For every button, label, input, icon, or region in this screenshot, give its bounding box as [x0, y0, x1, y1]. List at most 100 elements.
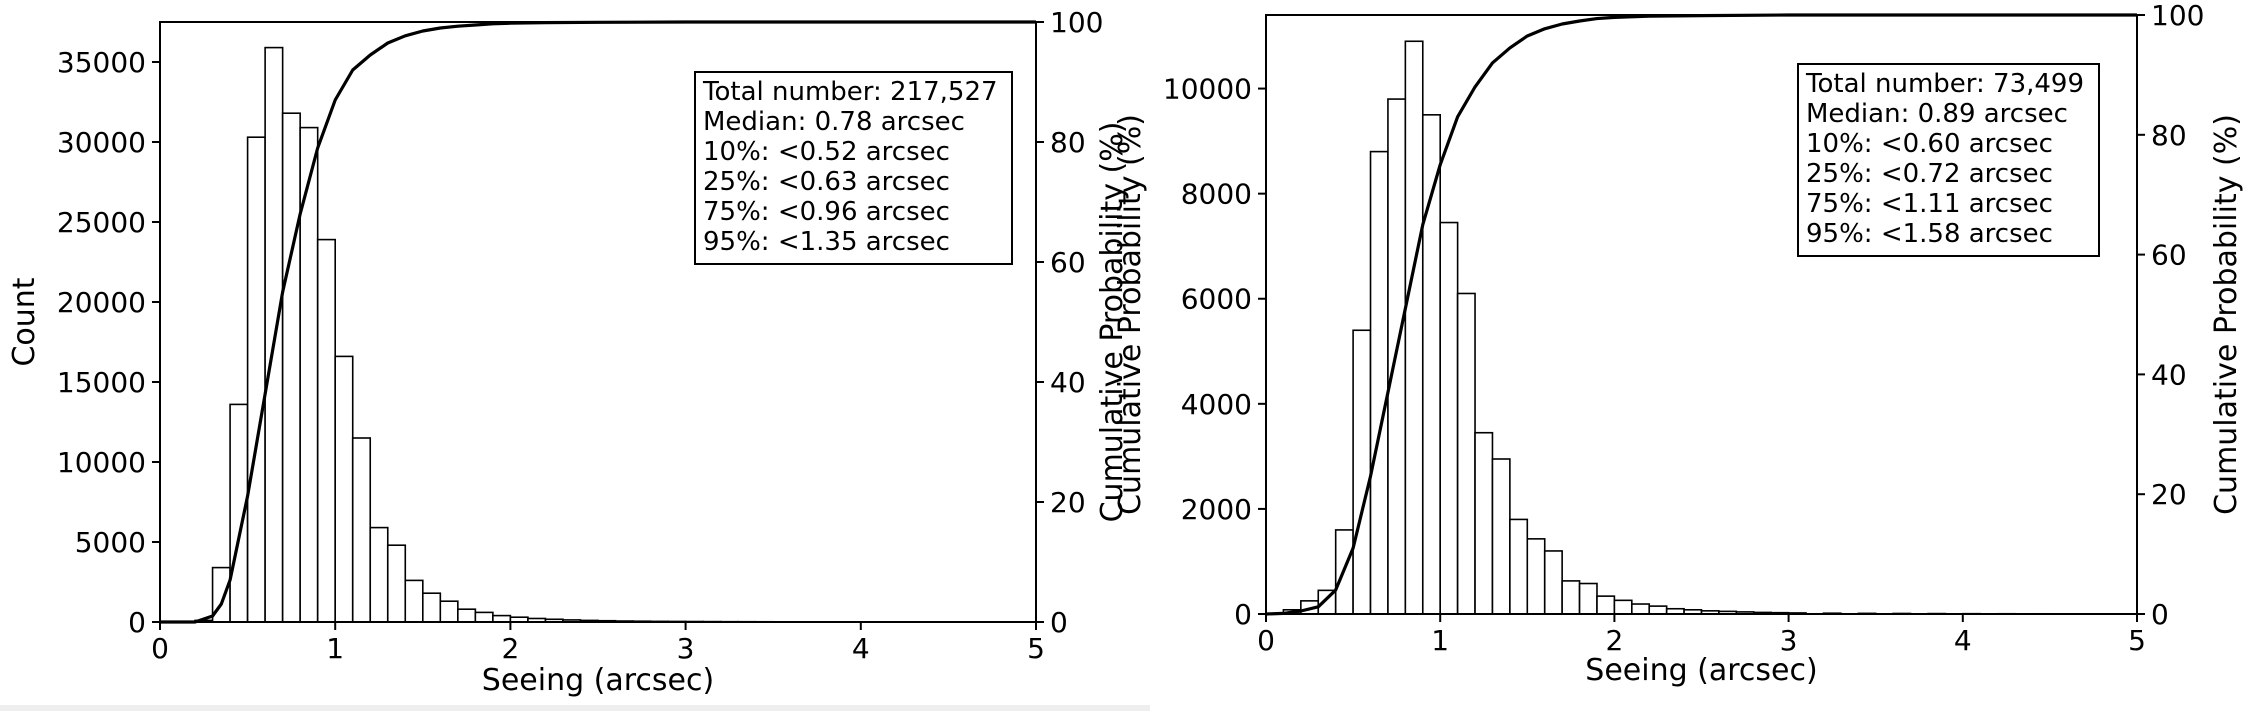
stats-p95: 95%: <1.58 arcsec	[1806, 219, 2053, 249]
stats-median: Median: 0.89 arcsec	[1806, 99, 2068, 129]
y-tick-label-left: 0	[128, 606, 146, 639]
cumulative-line	[160, 20, 1036, 624]
histogram-bar	[1526, 538, 1546, 615]
y-tick-label-left: 0	[1234, 598, 1252, 631]
y-axis-label-right: Cumulative Probability (%)	[2209, 114, 2244, 515]
y-tick-label-left: 35000	[57, 46, 146, 79]
cumulative-line	[1265, 13, 2137, 616]
stats-p75: 75%: <0.96 arcsec	[703, 197, 950, 227]
stats-box-frame	[694, 71, 1013, 265]
histogram-bar	[1474, 431, 1494, 615]
histogram-bar	[1404, 40, 1424, 615]
histogram-bar	[404, 579, 424, 623]
cumulative-line-group	[160, 20, 1036, 624]
stats-p75: 75%: <1.11 arcsec	[1806, 189, 2053, 219]
stats-p10: 10%: <0.60 arcsec	[1806, 129, 2053, 159]
histogram-bar	[1543, 550, 1563, 615]
y-tick-label-right: 60	[1050, 246, 1086, 279]
histogram-bar	[457, 608, 477, 623]
x-tick-label: 2	[1605, 624, 1623, 657]
x-tick-label: 0	[151, 632, 169, 665]
stats-box: Total number: 73,499 Median: 0.89 arcsec…	[1797, 63, 2100, 257]
histogram-bar	[1648, 605, 1668, 615]
y-tick-label-left: 4000	[1181, 388, 1252, 421]
histogram-bar	[1509, 518, 1529, 615]
y-tick-label-left: 25000	[57, 206, 146, 239]
x-axis-label: Seeing (arcsec)	[482, 663, 714, 698]
axes-frame	[159, 21, 1037, 623]
y-tick-label-right: 60	[2151, 239, 2187, 272]
y-tick-label-right: 20	[2151, 478, 2187, 511]
x-ticks: 0 1 2 3 4 5	[151, 622, 1045, 665]
histogram-bar	[439, 600, 459, 623]
y-ticks-left: 0 2000 4000 6000 8000 10000	[1163, 73, 1266, 631]
y-tick-label-right: 40	[1050, 366, 1086, 399]
stats-total: Total number: 73,499	[1805, 69, 2084, 99]
y-tick-label-right: 20	[1050, 486, 1086, 519]
histogram-bar	[1369, 150, 1389, 615]
stats-p25: 25%: <0.63 arcsec	[703, 167, 950, 197]
chart-panel-2: 0 1 2 3 4 5 0 2000 4000 6000 8000 10000 0 20 40 60 80 1…	[1113, 0, 2244, 688]
plot-area-border	[159, 21, 1037, 623]
y-tick-label-left: 2000	[1181, 493, 1252, 526]
y-tick-label-right: 80	[1050, 126, 1086, 159]
histogram-bar	[474, 611, 494, 623]
histogram-bar	[421, 592, 442, 623]
x-tick-label: 2	[501, 632, 519, 665]
histogram-bar	[369, 526, 389, 623]
histogram-bar	[281, 112, 301, 623]
y-tick-label-left: 6000	[1181, 283, 1252, 316]
x-tick-label: 3	[1780, 624, 1798, 657]
x-tick-label: 4	[1954, 624, 1972, 657]
histogram-bar	[334, 355, 354, 623]
y-tick-label-left: 20000	[57, 286, 146, 319]
histogram-bar	[1596, 595, 1616, 615]
stats-median: Median: 0.78 arcsec	[703, 107, 965, 137]
y-axis-label-left: Count	[7, 277, 42, 366]
stats-p25: 25%: <0.72 arcsec	[1806, 159, 2053, 189]
y-ticks-left: 0 5000 10000 15000 20000 25000 30000 35000	[57, 46, 160, 639]
histogram-bar	[1578, 582, 1598, 615]
chart-panel-1: 0 1 2 3 4 5 0 5000 10000 15000 20000 25000 30000 350…	[7, 6, 1130, 698]
y-tick-label-right: 100	[2151, 0, 2204, 32]
histogram-bar	[1456, 292, 1476, 615]
histogram-bar	[246, 136, 266, 623]
x-tick-label: 3	[677, 632, 695, 665]
y-tick-label-right: 0	[2151, 598, 2169, 631]
x-tick-label: 0	[1257, 624, 1275, 657]
stats-p95: 95%: <1.35 arcsec	[703, 227, 950, 257]
axes-frame	[1265, 14, 2138, 615]
y-tick-label-left: 8000	[1181, 178, 1252, 211]
y-tick-label-right: 40	[2151, 358, 2187, 391]
y-tick-label-right: 0	[1050, 606, 1068, 639]
x-tick-label: 5	[1027, 632, 1045, 665]
histogram-bar	[1613, 599, 1633, 615]
cumulative-line-group	[1265, 13, 2137, 616]
y-axis-label-right: Cumulative Probability (%)	[1095, 122, 1130, 523]
plot-area-border	[1265, 14, 2138, 615]
y-tick-label-left: 30000	[57, 126, 146, 159]
x-tick-label: 5	[2128, 624, 2146, 657]
stats-box: Total number: 217,527 Median: 0.78 arcse…	[694, 71, 1013, 265]
stats-total: Total number: 217,527	[702, 77, 998, 107]
histogram-bar	[351, 437, 372, 623]
y-tick-label-left: 10000	[1163, 73, 1252, 106]
histogram-bar	[1352, 329, 1372, 615]
y-tick-label-right: 100	[1050, 6, 1103, 39]
y-tick-label-left: 5000	[75, 526, 146, 559]
x-tick-label: 4	[852, 632, 870, 665]
histogram-bar	[386, 544, 407, 623]
stats-box-frame	[1797, 63, 2100, 257]
y-ticks-right: 0 20 40 60 80 100	[1036, 6, 1103, 639]
histogram-bars	[1282, 40, 2121, 615]
x-axis-label: Seeing (arcsec)	[1585, 653, 1817, 688]
histogram-bar	[316, 238, 336, 623]
histogram-bar	[1561, 580, 1581, 615]
y-tick-label-left: 10000	[57, 446, 146, 479]
y-tick-label-right: 80	[2151, 119, 2187, 152]
x-tick-label: 1	[326, 632, 344, 665]
y-axis-label-left-outer: Cumulative Probability (%)	[1113, 114, 1148, 515]
x-ticks: 0 1 2 3 4 5	[1257, 614, 2146, 657]
histogram-bar	[1631, 603, 1651, 615]
